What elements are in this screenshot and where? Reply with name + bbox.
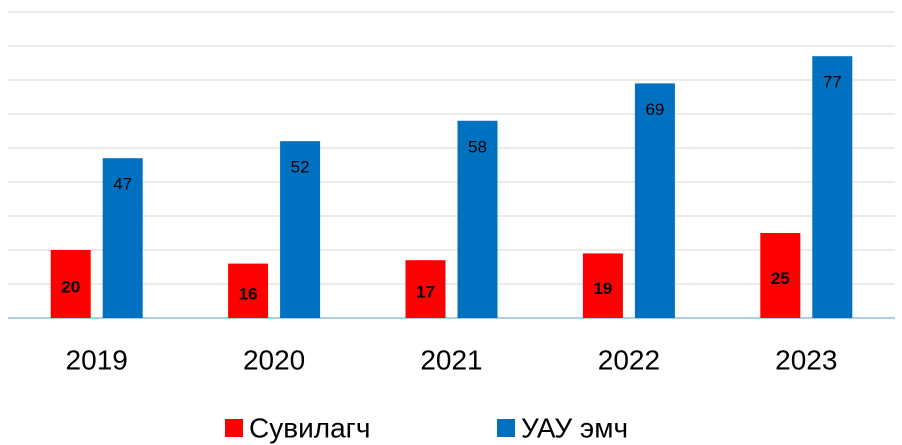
bar <box>457 120 498 318</box>
bar <box>280 141 321 318</box>
legend-label: Сувилагч <box>249 412 370 443</box>
data-label: 52 <box>291 158 310 177</box>
x-tick-label: 2021 <box>420 344 482 375</box>
data-label: 25 <box>771 269 790 288</box>
data-label: 16 <box>239 284 258 303</box>
data-label: 17 <box>416 283 435 302</box>
bar <box>582 253 623 318</box>
data-label: 20 <box>61 277 80 296</box>
x-tick-label: 2020 <box>243 344 305 375</box>
x-tick-label: 2019 <box>66 344 128 375</box>
data-label: 47 <box>113 175 132 194</box>
bar <box>812 56 853 318</box>
bar <box>228 263 269 318</box>
legend-label: УАУ эмч <box>521 412 628 443</box>
legend-swatch <box>225 419 243 437</box>
bar <box>760 233 801 318</box>
bar <box>405 260 446 318</box>
legend-swatch <box>497 419 515 437</box>
bar <box>50 250 91 318</box>
data-label: 69 <box>645 100 664 119</box>
data-label: 58 <box>468 137 487 156</box>
data-label: 19 <box>593 279 612 298</box>
data-label: 77 <box>823 73 842 92</box>
x-tick-label: 2022 <box>598 344 660 375</box>
x-tick-label: 2023 <box>775 344 837 375</box>
bar <box>102 158 143 318</box>
bar <box>634 83 675 319</box>
